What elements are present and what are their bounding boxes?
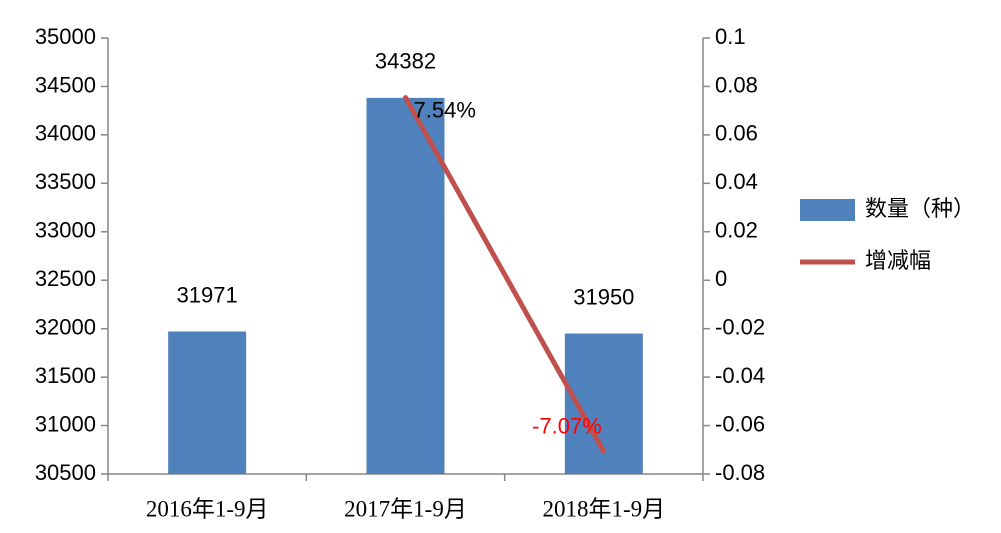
y-tick-label: 30500: [35, 460, 96, 485]
y2-tick-label: -0.06: [715, 411, 765, 436]
line: [403, 95, 607, 454]
y-tick-label: 34500: [35, 72, 96, 97]
y-tick-label: 32000: [35, 314, 96, 339]
x-tick-label: 2016年1-9月: [146, 496, 269, 521]
y2-tick-label: 0.1: [715, 24, 746, 49]
bar: [168, 331, 247, 474]
y-tick-label: 33500: [35, 169, 96, 194]
y-tick-label: 31000: [35, 411, 96, 436]
bar-value-label: 34382: [375, 49, 436, 74]
y-tick-label: 34000: [35, 121, 96, 146]
legend-swatch: [800, 199, 855, 221]
y-tick-label: 35000: [35, 24, 96, 49]
legend-label: 增减幅: [865, 248, 931, 273]
y-tick-label: 31500: [35, 363, 96, 388]
y2-tick-label: -0.04: [715, 363, 765, 388]
legend-label: 数量（种）: [865, 196, 975, 221]
line-value-label: -7.07%: [532, 413, 602, 438]
x-tick-label: 2018年1-9月: [542, 496, 665, 521]
bar: [366, 97, 445, 475]
bar-value-label: 31950: [573, 284, 634, 309]
y2-tick-label: 0.06: [715, 121, 758, 146]
line-value-label: 7.54%: [414, 97, 476, 122]
x-tick-label: 2017年1-9月: [344, 496, 467, 521]
y-tick-label: 33000: [35, 218, 96, 243]
y2-tick-label: -0.08: [715, 460, 765, 485]
y2-tick-label: 0.04: [715, 169, 758, 194]
y2-tick-label: 0: [715, 266, 727, 291]
y2-tick-label: -0.02: [715, 314, 765, 339]
y2-tick-label: 0.02: [715, 218, 758, 243]
bar-value-label: 31971: [177, 282, 238, 307]
y-tick-label: 32500: [35, 266, 96, 291]
y2-tick-label: 0.08: [715, 72, 758, 97]
